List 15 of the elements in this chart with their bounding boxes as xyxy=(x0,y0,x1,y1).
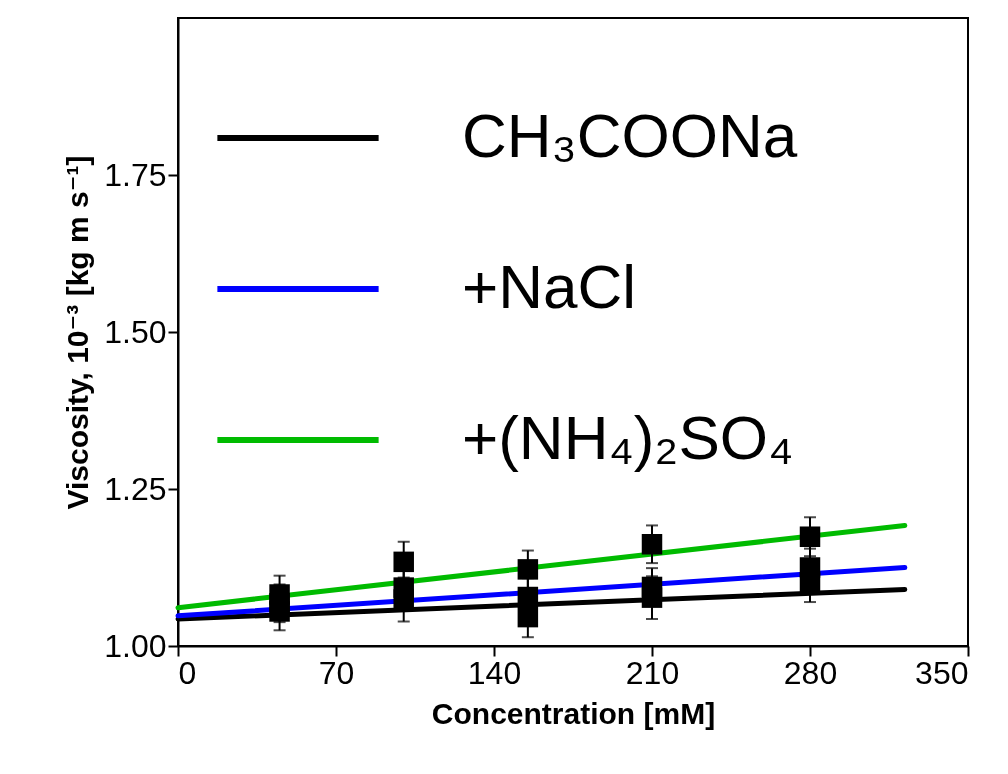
x-tick-label: 70 xyxy=(318,654,355,691)
y-tick-label: 1.50 xyxy=(104,313,167,350)
legend-label: +(NH₄)₂SO₄ xyxy=(462,403,794,472)
x-tick-label: 210 xyxy=(625,654,680,691)
x-tick-label: 350 xyxy=(915,654,969,691)
y-tick-label: 1.75 xyxy=(104,156,167,193)
x-axis-title: Concentration [mM] xyxy=(431,696,716,730)
x-tick-label: 140 xyxy=(467,654,522,691)
y-tick-label: 1.00 xyxy=(104,627,167,664)
legend-label: +NaCl xyxy=(462,252,637,321)
y-axis-title: Viscosity, 10⁻³ [kg m s⁻¹] xyxy=(61,155,95,510)
y-tick-label: 1.25 xyxy=(104,470,167,507)
x-tick-label: 0 xyxy=(178,654,197,691)
x-tick-label: 280 xyxy=(783,654,838,691)
legend-label: CH₃COONa xyxy=(462,101,798,170)
